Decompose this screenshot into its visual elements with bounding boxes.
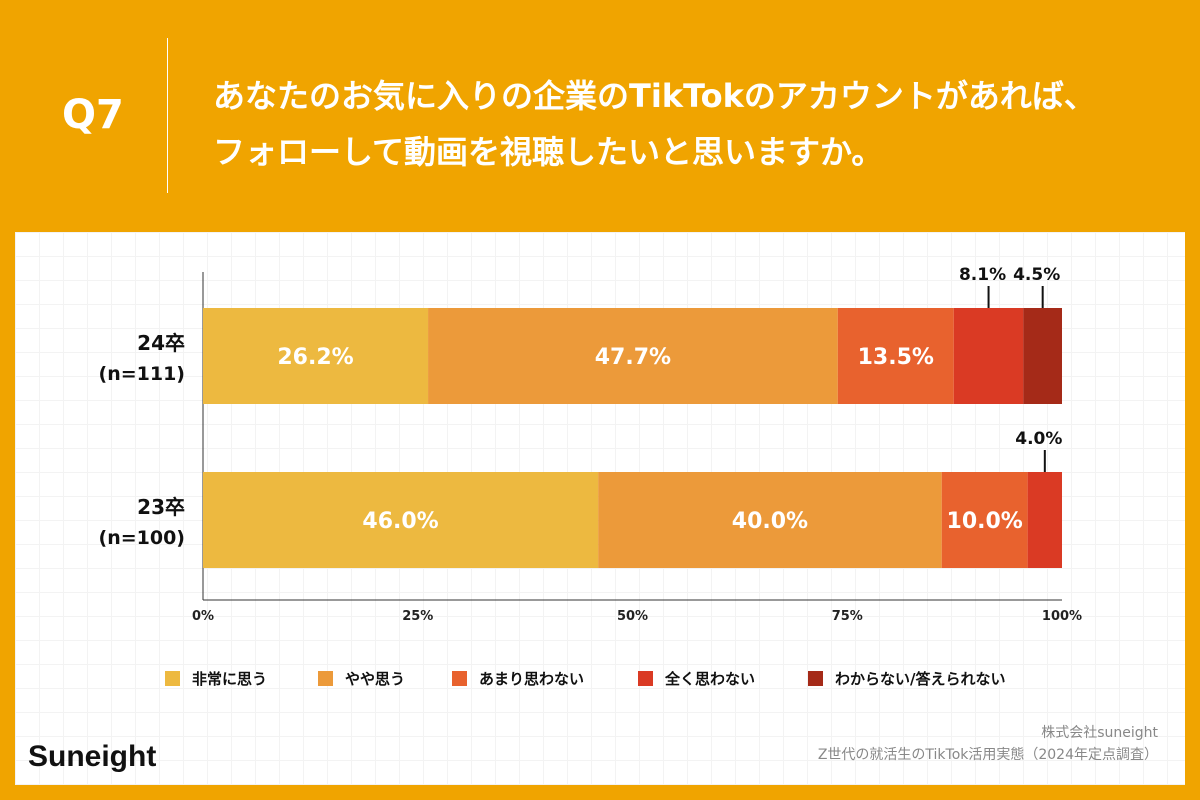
bar-segment bbox=[837, 308, 954, 404]
x-tick-label: 75% bbox=[832, 609, 863, 624]
divider bbox=[167, 38, 168, 193]
x-tick-label: 50% bbox=[617, 609, 648, 624]
logo: Suneight bbox=[28, 740, 157, 773]
x-tick-label: 100% bbox=[1042, 609, 1082, 624]
bar-segment bbox=[203, 308, 429, 404]
category-sample-size: (n=111) bbox=[99, 363, 185, 385]
legend-swatch bbox=[165, 671, 180, 686]
bar-segment bbox=[1023, 308, 1062, 404]
legend-swatch bbox=[452, 671, 467, 686]
source-survey: Z世代の就活生のTikTok活用実態（2024年定点調査） bbox=[817, 747, 1158, 763]
question-title: あなたのお気に入りの企業のTikTokのアカウントがあれば、 フォローして動画を… bbox=[213, 77, 1096, 171]
bar-segment bbox=[941, 472, 1028, 568]
data-label: 10.0% bbox=[947, 509, 1023, 534]
bar-segment bbox=[203, 472, 599, 568]
data-label: 46.0% bbox=[362, 509, 438, 534]
legend-label: やや思う bbox=[345, 670, 405, 688]
data-label: 47.7% bbox=[595, 345, 671, 370]
x-tick-label: 0% bbox=[192, 609, 214, 624]
category-label: 23卒 bbox=[137, 495, 185, 519]
legend-label: わからない/答えられない bbox=[835, 670, 1005, 688]
x-tick-label: 25% bbox=[402, 609, 433, 624]
bar-segment bbox=[598, 472, 942, 568]
data-label: 13.5% bbox=[858, 345, 934, 370]
legend-label: 非常に思う bbox=[192, 670, 267, 688]
bar-segment bbox=[1027, 472, 1062, 568]
bar-segment bbox=[428, 308, 838, 404]
question-number: Q7 bbox=[62, 92, 124, 138]
data-label: 4.0% bbox=[1015, 429, 1062, 449]
data-label: 8.1% bbox=[959, 265, 1006, 285]
bar-segment bbox=[953, 308, 1024, 404]
legend-swatch bbox=[318, 671, 333, 686]
data-label: 40.0% bbox=[732, 509, 808, 534]
legend-label: 全く思わない bbox=[664, 670, 755, 688]
data-label: 4.5% bbox=[1013, 265, 1060, 285]
data-label: 26.2% bbox=[277, 345, 353, 370]
source-company: 株式会社suneight bbox=[1041, 725, 1158, 741]
source: 株式会社suneight Z世代の就活生のTikTok活用実態（2024年定点調… bbox=[818, 722, 1158, 766]
category-label: 24卒 bbox=[137, 331, 185, 355]
legend-label: あまり思わない bbox=[479, 670, 584, 688]
legend-swatch bbox=[638, 671, 653, 686]
legend-swatch bbox=[808, 671, 823, 686]
category-sample-size: (n=100) bbox=[99, 527, 185, 549]
